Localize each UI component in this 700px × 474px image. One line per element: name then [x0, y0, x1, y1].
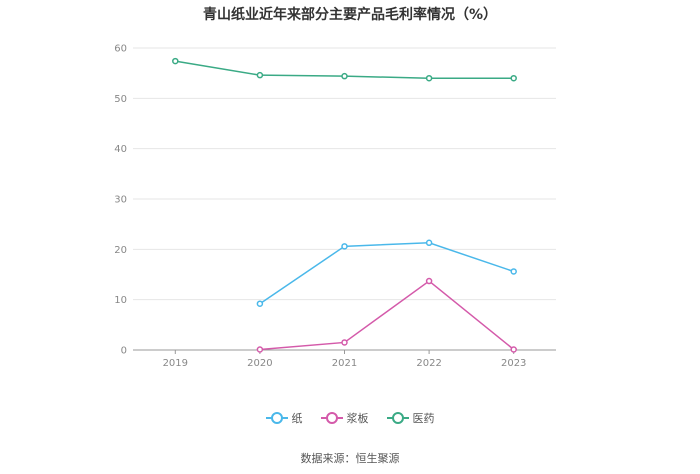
data-point	[341, 339, 348, 346]
legend-item[interactable]: 医药	[386, 410, 435, 426]
chart-legend: 纸 浆板 医药	[0, 410, 700, 426]
series-line-0	[259, 242, 514, 305]
data-point	[425, 277, 433, 285]
data-point	[510, 346, 517, 353]
data-point	[341, 243, 348, 250]
data-source-note: 数据来源：恒生聚源	[300, 452, 400, 465]
chart-title: 青山纸业近年来部分主要产品毛利率情况（%）	[202, 7, 498, 23]
data-point	[172, 57, 179, 65]
legend-marker-icon	[386, 412, 409, 424]
legend-item[interactable]: 浆板	[320, 410, 369, 426]
data-point	[425, 239, 433, 247]
data-point	[256, 300, 264, 307]
data-point	[425, 74, 433, 82]
x-tick-label: 2021	[332, 358, 357, 369]
legend-label: 纸	[291, 412, 303, 425]
legend-label: 浆板	[346, 412, 369, 425]
y-tick-label: 0	[121, 346, 127, 357]
x-tick-label: 2019	[163, 358, 188, 369]
legend-item[interactable]: 纸	[265, 410, 303, 426]
y-tick-label: 60	[114, 44, 127, 55]
x-tick-label: 2022	[416, 358, 441, 369]
data-point	[256, 71, 264, 79]
legend-marker-icon	[320, 412, 343, 424]
data-point	[510, 74, 517, 82]
data-point	[341, 72, 348, 80]
y-tick-label: 20	[114, 245, 127, 256]
x-tick-label: 2023	[501, 358, 526, 369]
y-tick-label: 10	[114, 295, 127, 306]
legend-marker-icon	[265, 412, 288, 424]
line-chart: 0 10 20 30 40 50 60 2019 2020 2021 2022 2023	[114, 44, 556, 369]
x-tick-label: 2020	[247, 358, 272, 369]
legend-label: 医药	[412, 412, 435, 425]
y-tick-label: 30	[114, 195, 127, 206]
data-point	[256, 346, 264, 353]
series-line-1	[259, 280, 515, 351]
y-tick-label: 50	[114, 94, 127, 105]
y-tick-label: 40	[114, 144, 127, 155]
data-point	[510, 268, 517, 275]
